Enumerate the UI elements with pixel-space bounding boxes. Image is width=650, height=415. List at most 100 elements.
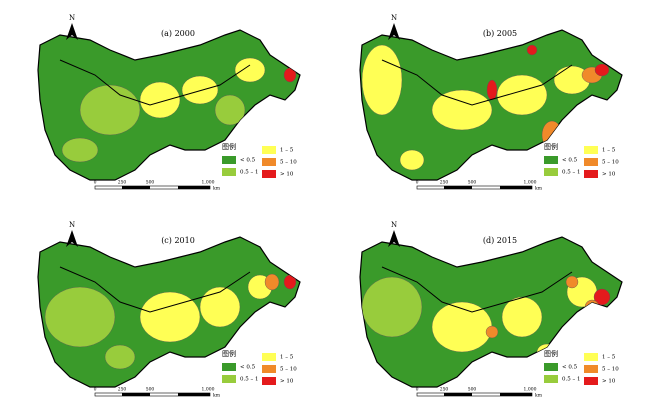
scale-bar-fill xyxy=(122,393,150,396)
legend-label: 5 – 10 xyxy=(602,367,619,373)
scale-bar-fill xyxy=(178,186,210,189)
map-panel: (b) 2005 N 图例 < 0.5 0.5 – 1 1 – 5 5 – 10 > 10 0 2… xyxy=(359,14,623,192)
scale-unit: km xyxy=(213,186,221,192)
region xyxy=(61,137,99,163)
panel-title: (a) 2000 xyxy=(161,29,195,38)
north-label: N xyxy=(69,14,75,22)
region xyxy=(361,44,403,116)
regions xyxy=(44,273,297,370)
region xyxy=(496,74,548,116)
legend-swatch xyxy=(262,158,276,166)
north-label: N xyxy=(69,221,75,229)
region xyxy=(361,276,423,338)
panel-title: (c) 2010 xyxy=(161,236,195,245)
legend-label: 1 – 5 xyxy=(602,148,616,154)
boundary xyxy=(381,59,573,106)
region xyxy=(199,286,241,328)
north-arrow xyxy=(388,230,400,247)
panel-title: (b) 2005 xyxy=(483,29,517,38)
scale-label: 500 xyxy=(146,180,155,186)
scale-label: 1,000 xyxy=(202,180,215,186)
scale-label: 500 xyxy=(468,387,477,393)
legend-swatch xyxy=(262,377,276,385)
scale-bar-fill xyxy=(500,186,532,189)
north-arrow xyxy=(66,230,78,247)
region xyxy=(399,149,425,171)
map-panel: (a) 2000 N 图例 < 0.5 0.5 – 1 1 – 5 5 – 10 > 10 0 2… xyxy=(37,14,301,192)
legend-swatch xyxy=(584,158,598,166)
legend-label: < 0.5 xyxy=(562,365,578,371)
legend-title: 图例 xyxy=(544,349,558,358)
legend-swatch xyxy=(544,363,558,371)
region xyxy=(431,89,493,131)
legend-label: 1 – 5 xyxy=(602,355,616,361)
scale-bar-fill xyxy=(444,186,472,189)
scale-label: 1,000 xyxy=(524,387,537,393)
scale-bar-fill xyxy=(444,393,472,396)
region xyxy=(104,344,136,370)
region xyxy=(44,286,116,348)
scale-label: 250 xyxy=(118,180,127,186)
legend-title: 图例 xyxy=(544,142,558,151)
legend-swatch xyxy=(544,375,558,383)
region xyxy=(565,275,579,289)
panel-title: (d) 2015 xyxy=(483,236,517,245)
north-arrow xyxy=(66,23,78,40)
legend-swatch xyxy=(584,170,598,178)
legend-swatch xyxy=(222,363,236,371)
region xyxy=(234,57,266,83)
region xyxy=(283,67,297,83)
legend-label: < 0.5 xyxy=(562,158,578,164)
region xyxy=(485,325,499,339)
legend-label: 1 – 5 xyxy=(280,148,294,154)
map-panel: (d) 2015 N 图例 < 0.5 0.5 – 1 1 – 5 5 – 10 > 10 0 2… xyxy=(359,221,623,399)
legend-label: 5 – 10 xyxy=(602,160,619,166)
legend-label: 0.5 – 1 xyxy=(240,170,259,176)
legend-swatch xyxy=(262,170,276,178)
region xyxy=(526,44,538,56)
legend-swatch xyxy=(222,375,236,383)
region xyxy=(501,296,543,338)
scale-label: 0 xyxy=(94,387,97,393)
legend-label: > 10 xyxy=(602,379,616,385)
region xyxy=(283,274,297,290)
scale-label: 1,000 xyxy=(524,180,537,186)
legend-swatch xyxy=(584,353,598,361)
region xyxy=(264,273,280,291)
legend-label: 5 – 10 xyxy=(280,160,297,166)
regions xyxy=(361,44,610,171)
legend-swatch xyxy=(222,168,236,176)
legend-label: > 10 xyxy=(602,172,616,178)
scale-bar-fill xyxy=(122,186,150,189)
north-arrow xyxy=(388,23,400,40)
region xyxy=(181,75,219,105)
region xyxy=(139,81,181,119)
scale-label: 500 xyxy=(468,180,477,186)
scale-label: 0 xyxy=(94,180,97,186)
legend-swatch xyxy=(584,377,598,385)
legend-label: 1 – 5 xyxy=(280,355,294,361)
legend-label: < 0.5 xyxy=(240,365,256,371)
region xyxy=(594,63,610,77)
legend-label: > 10 xyxy=(280,172,294,178)
legend-swatch xyxy=(544,168,558,176)
region xyxy=(593,288,611,306)
scale-unit: km xyxy=(535,186,543,192)
boundary xyxy=(59,59,251,106)
north-label: N xyxy=(391,14,397,22)
legend-label: 0.5 – 1 xyxy=(240,377,259,383)
scale-bar-fill xyxy=(178,393,210,396)
legend-swatch xyxy=(584,365,598,373)
north-label: N xyxy=(391,221,397,229)
legend-label: < 0.5 xyxy=(240,158,256,164)
legend-swatch xyxy=(262,353,276,361)
region xyxy=(486,79,498,101)
scale-label: 1,000 xyxy=(202,387,215,393)
scale-label: 250 xyxy=(118,387,127,393)
region xyxy=(139,291,201,343)
legend-swatch xyxy=(262,365,276,373)
scale-label: 500 xyxy=(146,387,155,393)
legend-label: 0.5 – 1 xyxy=(562,170,581,176)
region xyxy=(79,84,141,136)
